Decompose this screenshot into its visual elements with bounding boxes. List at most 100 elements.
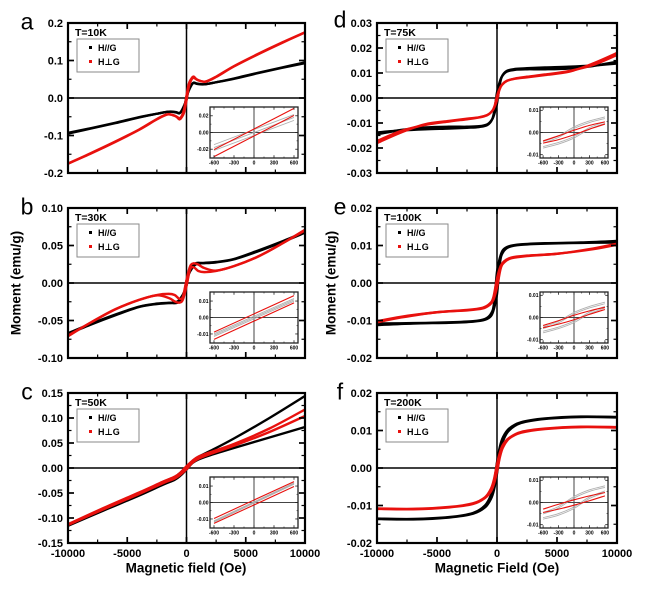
panel-d: 0.030.020.010.00-0.01-0.02-0.03T=75KH//G…	[347, 18, 619, 180]
temperature-label: T=50K	[75, 397, 107, 409]
legend-label: H⊥G	[407, 242, 429, 252]
inset-x-tick-label: 0	[253, 531, 256, 537]
x-tick-label: 10000	[290, 548, 321, 560]
inset-e: 0.01 0.00 -0.01 -600 -300 0 300 600	[527, 291, 610, 352]
legend-label: H⊥G	[98, 242, 120, 252]
legend-label: H//G	[407, 228, 426, 238]
y-tick-label: -0.10	[38, 513, 63, 525]
inset-a: 0.02 0.00 -0.02 -600 -300 0 300 600	[197, 106, 299, 167]
inset-line-5	[542, 495, 606, 514]
y-tick-label: 0.10	[42, 203, 63, 215]
legend-marker-parallel	[89, 231, 92, 234]
legend-label: H⊥G	[407, 427, 429, 437]
legend-box	[76, 38, 140, 73]
x-tick-label: -10000	[360, 548, 394, 560]
legend: H//G H⊥G	[385, 38, 449, 73]
curve-e-series-0-branch-1	[377, 241, 617, 327]
inset-x-tick-label: -600	[209, 531, 219, 537]
y-tick-label: -0.05	[38, 316, 63, 328]
inset-x-tick-label: 300	[270, 531, 279, 537]
y-tick-label: -0.2	[44, 168, 63, 180]
inset-x-tick-label: 0	[573, 531, 576, 537]
inset-line-4	[542, 491, 606, 510]
legend-box	[385, 38, 449, 73]
inset-y-tick-label: -0.01	[527, 337, 539, 343]
y-tick-label: 0.10	[42, 413, 63, 425]
y-tick-label: 0.01	[351, 426, 372, 438]
inset-line-5	[542, 123, 606, 144]
inset-y-tick-label: 0.00	[199, 130, 209, 136]
y-tick-label: -0.01	[347, 118, 372, 130]
curve-f-series-1-branch-1	[377, 425, 617, 511]
inset-lines	[213, 481, 295, 524]
y-tick-label: -0.10	[38, 353, 63, 365]
inset-x-tick-label: -300	[229, 346, 239, 352]
inset-x-tick-label: 600	[601, 161, 610, 167]
inset-line-3	[542, 307, 606, 334]
inset-line-4	[542, 121, 606, 142]
inset-y-tick-label: -0.02	[197, 147, 209, 153]
inset-x-tick-label: 600	[601, 346, 610, 352]
legend-marker-parallel	[398, 231, 401, 234]
inset-line-2	[213, 299, 295, 336]
panel-e: 0.020.010.00-0.01-0.02T=100KH//GH⊥G0.010…	[347, 203, 619, 365]
y-tick-label: 0.02	[351, 388, 372, 400]
inset-x-tick-label: -300	[554, 346, 564, 352]
legend-box	[385, 408, 449, 443]
inset-line-4	[542, 306, 606, 327]
inset-line-3	[213, 295, 295, 333]
panel-c: 0.15 0.10 0.05 0.00 -0.05 -0.10 -0.15-10000 -50…	[38, 388, 320, 560]
legend: H//G H⊥G	[385, 408, 449, 443]
y-tick-label: -0.02	[347, 538, 372, 550]
y-tick-label: 0.02	[351, 43, 372, 55]
panel-letter-b: b	[20, 193, 34, 220]
inset-x-tick-label: 300	[270, 161, 279, 167]
inset-x-tick-label: -600	[538, 531, 548, 537]
temperature-label: T=30K	[75, 212, 107, 224]
inset-y-tick-label: 0.00	[199, 500, 209, 506]
y-tick-label: 0.1	[48, 56, 63, 68]
y-tick-label: 0.00	[351, 93, 372, 105]
y-tick-label: 0.03	[351, 18, 372, 30]
y-axis-title-right: Moment (emu/g)	[323, 230, 339, 336]
y-tick-label: 0.05	[42, 438, 63, 450]
legend-label: H//G	[98, 413, 117, 423]
panel-b: 0.100.050.00-0.05-0.10T=30KH//GH⊥G0.010.…	[38, 203, 307, 365]
temperature-label: T=10K	[75, 27, 107, 39]
inset-x-tick-label: -600	[209, 161, 219, 167]
inset-x-tick-label: 300	[585, 346, 594, 352]
inset-x-tick-label: 300	[585, 161, 594, 167]
y-tick-label: -0.02	[347, 353, 372, 365]
inset-x-tick-label: 300	[270, 346, 279, 352]
y-tick-label: 0.00	[351, 463, 372, 475]
legend: H//G H⊥G	[385, 223, 449, 258]
inset-line-2	[213, 483, 295, 522]
temperature-label: T=100K	[384, 212, 422, 224]
y-tick-label: -0.1	[44, 131, 63, 143]
legend-marker-parallel	[89, 416, 92, 419]
x-tick-label: -5000	[113, 548, 141, 560]
y-tick-label: 0.15	[42, 388, 63, 400]
inset-line-2	[542, 301, 606, 328]
y-tick-label: 0.2	[48, 18, 63, 30]
curve-a-series-1-branch-1	[68, 31, 305, 165]
inset-y-tick-label: -0.01	[527, 522, 539, 528]
panel-letter-d: d	[333, 6, 347, 33]
inset-line-3	[213, 107, 295, 151]
curves-group	[377, 415, 617, 521]
legend-marker-perpendicular	[89, 60, 92, 63]
y-tick-label: 0.02	[351, 203, 372, 215]
y-tick-label: -0.01	[347, 501, 372, 513]
curve-c-series-1-branch-0	[68, 408, 305, 526]
inset-x-tick-label: 600	[290, 161, 299, 167]
inset-y-tick-label: 0.01	[199, 299, 209, 305]
inset-lines	[542, 485, 606, 520]
inset-y-tick-label: 0.02	[199, 114, 209, 120]
legend-label: H⊥G	[98, 57, 120, 67]
inset-line-0	[542, 118, 606, 144]
inset-line-2	[542, 485, 606, 513]
inset-y-tick-label: 0.00	[529, 130, 539, 136]
legend-marker-perpendicular	[398, 60, 401, 63]
inset-lines	[213, 107, 295, 158]
